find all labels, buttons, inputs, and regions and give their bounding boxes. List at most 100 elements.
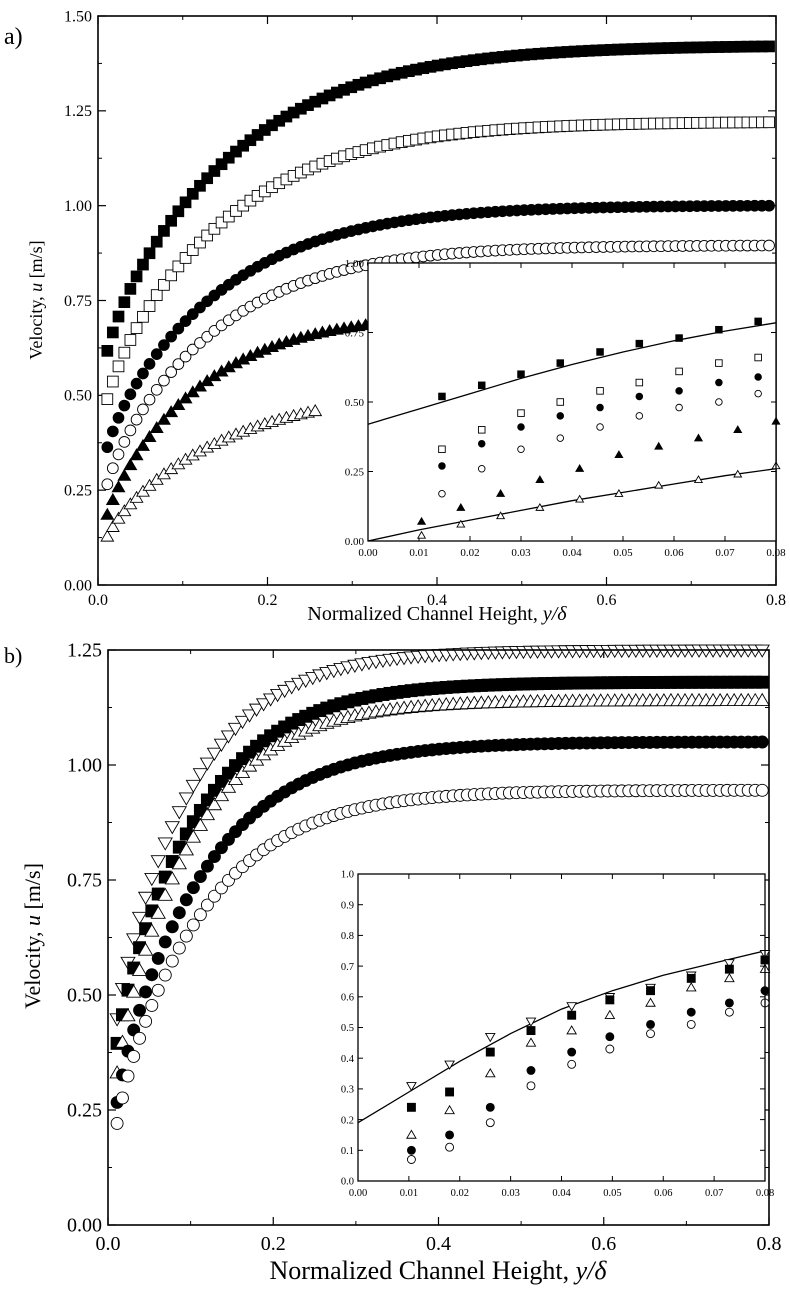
data-point [227,771,244,786]
inset-data-point [754,389,762,398]
data-point [208,222,221,235]
panel-a-inset: 0.00 0.01 0.02 0.03 0.04 0.05 0.06 0.07 0.08 0.00… [345,258,786,559]
inset-data-point [654,441,664,450]
data-point [754,644,770,658]
data-point [178,792,195,806]
data-point [215,158,228,171]
data-point [143,393,156,406]
inset-data-point [605,1032,615,1042]
x-tick-label: 0.0 [88,592,108,609]
series-square-open-1 [101,116,775,406]
inset-y-tick-label: 0.25 [345,466,365,478]
inset-series-square-open-1 [438,353,762,454]
data-point [127,1049,141,1063]
y-tick-label: 0.50 [64,388,92,405]
inset-data-point [438,445,446,454]
inset-data-point [567,1047,577,1057]
data-point [157,837,173,851]
data-point [106,375,119,388]
data-point [165,920,179,934]
data-point [178,842,195,856]
data-point [105,492,120,505]
data-point [192,768,209,782]
inset-data-point [686,1019,696,1029]
data-point [112,360,125,373]
data-point [137,403,149,416]
data-point [241,709,258,723]
series-square-filled-0 [101,40,775,357]
series-circle-open-3 [101,239,775,491]
data-point [106,462,119,475]
panel-b-label: b) [4,643,22,668]
inset-x-tick-label: 0.06 [664,547,684,559]
x-tick-label: 0.2 [258,592,278,609]
series-triangle-open-5 [100,404,323,542]
data-point [151,983,165,997]
inset-data-point [754,373,762,381]
inset-series-circle-filled-3 [406,986,770,1155]
panel-a-x-axis-title: Normalized Channel Height, y/δ [307,603,567,625]
data-point [201,172,214,185]
x-tick-label: 0.6 [591,1233,616,1255]
data-point [137,942,154,956]
inset-data-point [517,370,525,378]
data-point [106,326,119,339]
inset-data-point [646,986,655,996]
data-point [763,239,775,252]
data-point [150,383,163,396]
inset-data-point [535,475,545,484]
data-point [142,429,157,443]
data-point [114,1034,131,1048]
inset-y-tick-label: 0.5 [341,1023,354,1034]
data-point [157,887,173,901]
data-point [207,850,221,864]
data-point [135,484,150,497]
data-point [143,300,156,312]
data-point [101,344,114,357]
data-point [145,968,159,982]
y-tick-label: 1.25 [67,640,102,662]
data-point [234,764,251,779]
data-point [755,675,769,689]
inset-data-point [614,489,624,497]
inset-data-point [566,1002,578,1012]
data-point [206,796,223,811]
inset-data-point [477,439,486,448]
inset-x-tick-label: 0.03 [501,1188,519,1199]
data-point [194,179,206,192]
inset-data-point [715,398,723,406]
inset-data-point [715,378,723,387]
inset-data-point [444,1060,455,1070]
inset-data-point [556,412,565,420]
inset-data-point [635,392,644,401]
inset-data-point [525,1037,537,1047]
data-point [199,757,216,771]
inset-series-square-filled-0 [438,317,762,401]
inset-data-point [556,398,565,406]
data-point [165,269,177,282]
inset-data-point [567,1059,577,1069]
panel-b-inset-fit-lines [357,950,766,1124]
data-point [172,358,185,370]
inset-data-point [605,995,615,1005]
inset-data-point [596,423,604,431]
inset-data-point [456,519,466,528]
data-point [207,889,221,903]
data-point [150,855,166,869]
inset-x-tick-label: 0.01 [409,547,428,559]
panel-a-inset-background [368,263,776,541]
x-tick-label: 0.6 [597,592,617,609]
data-point [165,366,177,378]
data-point [171,397,186,411]
data-point [763,116,775,129]
data-point [186,187,199,200]
inset-data-point [517,445,525,454]
inset-data-point [675,367,683,376]
x-tick-label: 0.4 [426,1233,451,1255]
inset-data-point [484,1032,496,1043]
data-point [164,405,179,418]
data-point [172,322,185,335]
data-point [137,891,154,906]
data-point [137,367,149,380]
data-point [135,438,150,451]
